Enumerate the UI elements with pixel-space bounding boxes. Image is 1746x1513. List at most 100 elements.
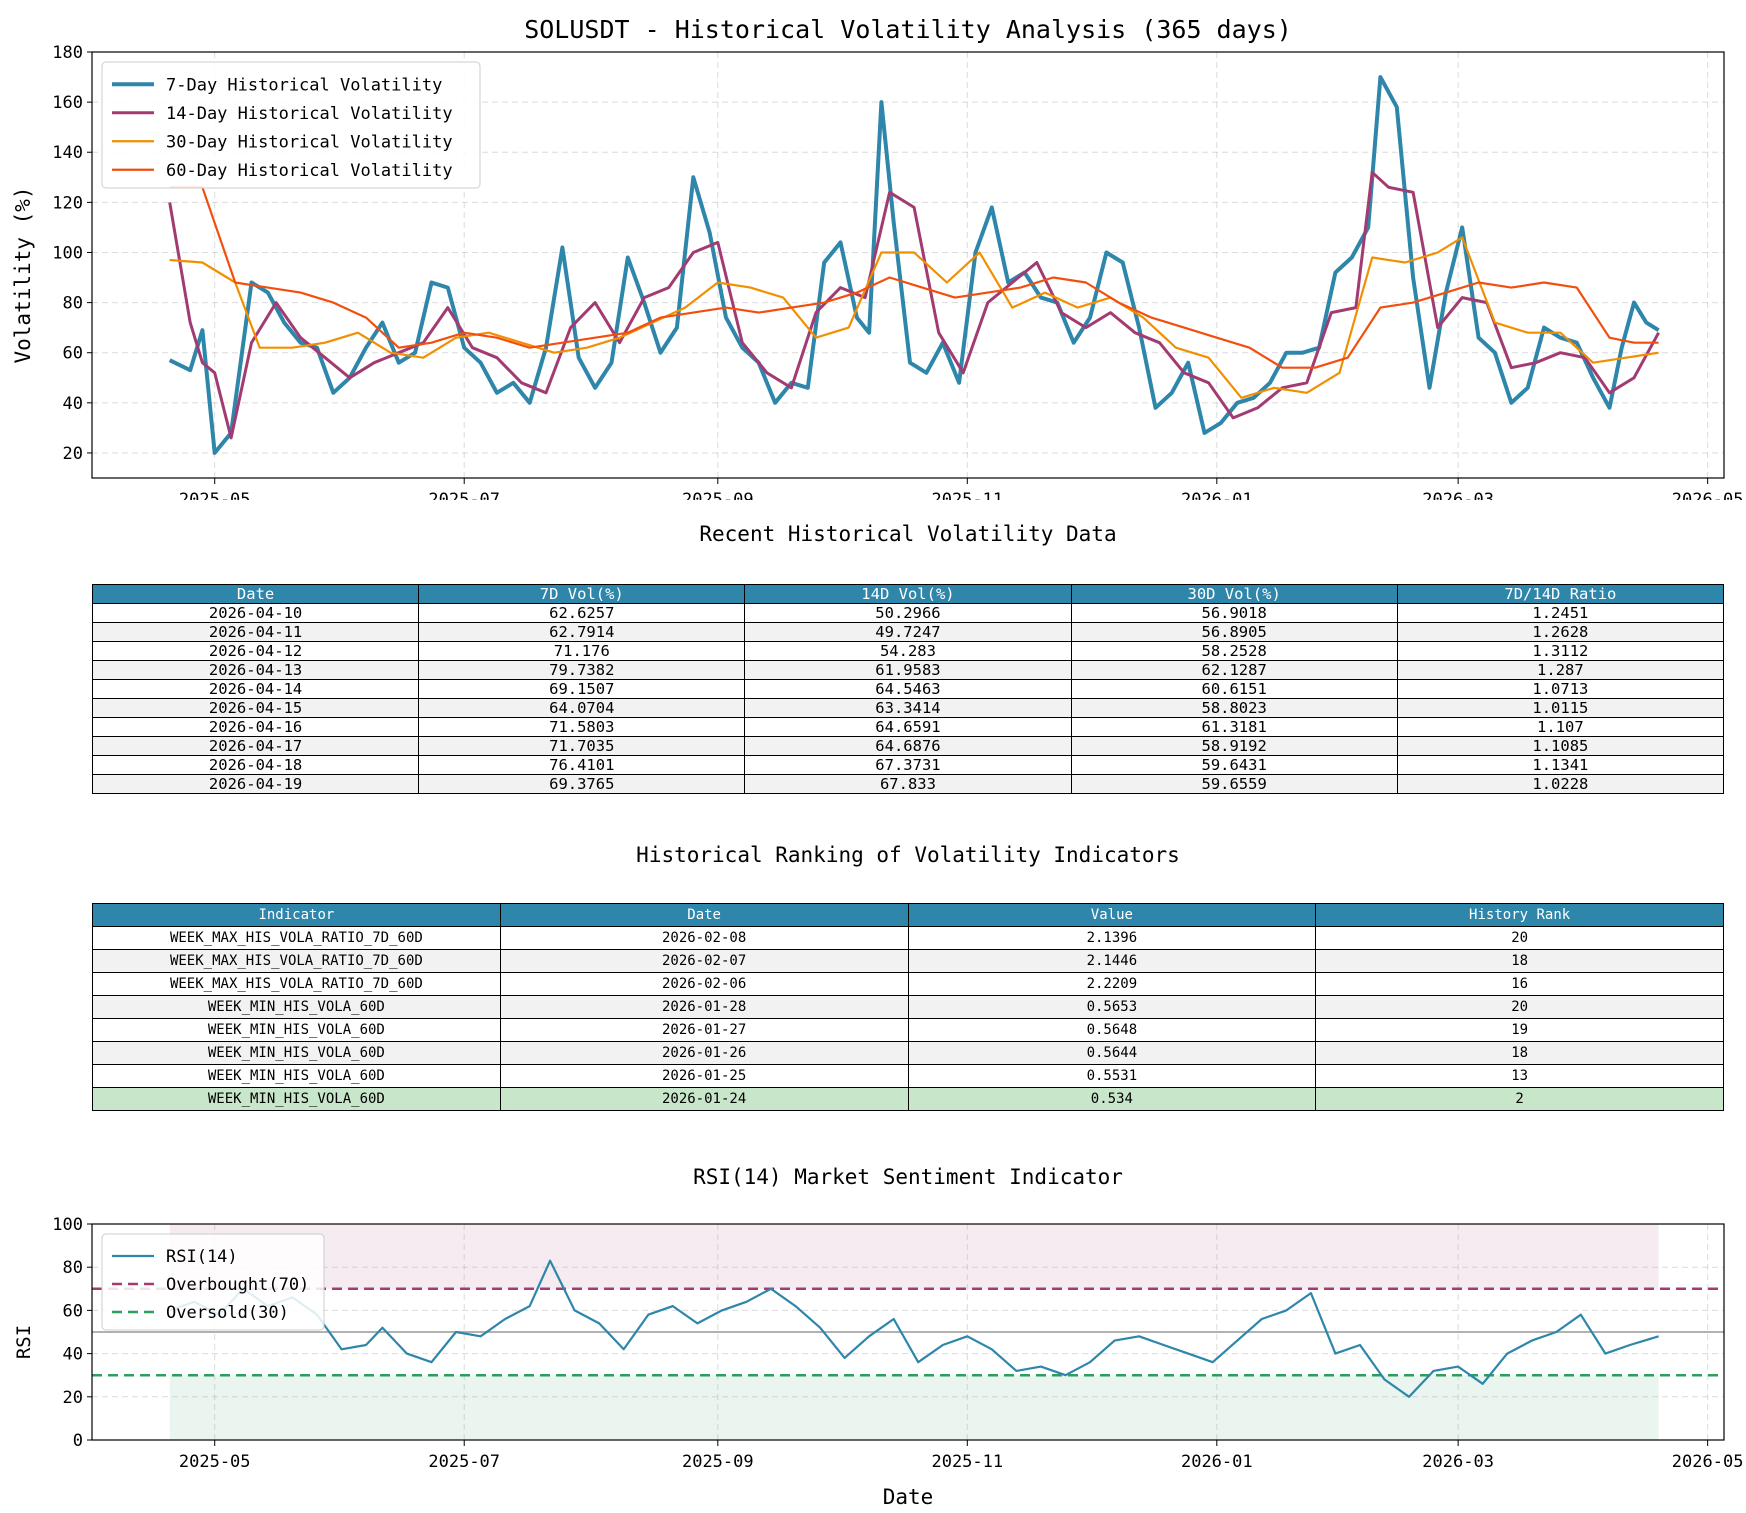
table-cell: 2026-01-28: [499, 995, 909, 1019]
column-header: 30D Vol(%): [1070, 584, 1398, 604]
rsi-y-axis-label: RSI: [13, 1325, 35, 1359]
table-cell: 2.1446: [907, 949, 1317, 973]
rsi-x-axis-label: Date: [883, 1485, 934, 1509]
table-cell: 69.1507: [418, 679, 746, 699]
y-tick-label: 20: [63, 1388, 83, 1408]
table-cell: 19: [1315, 1018, 1724, 1042]
table-row: 2026-04-14 69.1507 64.5463 60.6151 1.0713: [91, 679, 1725, 699]
table-cell: 2026-04-18: [91, 755, 420, 775]
table-cell: 1.0713: [1396, 679, 1725, 699]
table-cell: 13: [1315, 1064, 1724, 1088]
legend-label: 30-Day Historical Volatility: [166, 132, 453, 152]
table-cell: 1.2451: [1396, 603, 1725, 623]
y-tick-label: 0: [73, 1431, 83, 1451]
y-tick-label: 60: [63, 344, 83, 364]
table-cell: 2026-02-08: [499, 926, 909, 950]
x-tick-label: 2025-09: [682, 1452, 754, 1472]
plot-frame: [91, 51, 1725, 479]
column-header: Value: [907, 903, 1317, 927]
y-tick-label: 120: [52, 193, 83, 213]
legend-box: [101, 61, 481, 189]
x-tick-label: 2025-11: [931, 1452, 1003, 1472]
column-header: 7D/14D Ratio: [1396, 584, 1725, 604]
table-cell: 56.8905: [1070, 622, 1398, 642]
rsi-axes: 0 20 40 60 80 100 2025-05 2025-07 2025-09 2025-11…: [52, 1215, 1743, 1472]
table-cell: 2026-04-10: [91, 603, 420, 623]
ranking-table: Indicator Date Value History Rank WEEK_MAX_…: [92, 903, 1724, 1111]
table-cell: 64.5463: [744, 679, 1072, 699]
table-cell: 71.5803: [418, 717, 746, 737]
table-cell: WEEK_MIN_HIS_VOLA_60D: [92, 1087, 501, 1111]
table-cell: 2026-04-12: [91, 641, 420, 661]
table-cell: 18: [1315, 949, 1724, 973]
table-cell: 18: [1315, 1041, 1724, 1065]
table-cell: 2026-02-06: [499, 972, 909, 996]
table-cell: 69.3765: [418, 774, 746, 794]
table-cell: 76.4101: [418, 755, 746, 775]
table-row: 2026-04-16 71.5803 64.6591 61.3181 1.107: [91, 717, 1725, 737]
table-cell: 67.3731: [744, 755, 1072, 775]
rsi-chart: RSI(14) Market Sentiment Indicator RSI D…: [13, 1165, 1743, 1509]
table-cell: WEEK_MIN_HIS_VOLA_60D: [92, 1041, 501, 1065]
table-cell: 20: [1315, 995, 1724, 1019]
table-cell: 1.107: [1396, 717, 1725, 737]
legend-label: 14-Day Historical Volatility: [166, 104, 453, 124]
table-cell: 62.6257: [418, 603, 746, 623]
table-cell: 1.2628: [1396, 622, 1725, 642]
x-tick-label: 2025-05: [179, 1452, 251, 1472]
table-row: WEEK_MAX_HIS_VOLA_RATIO_7D_60D 2026-02-08…: [92, 926, 1724, 950]
table-row: 2026-04-15 64.0704 63.3414 58.8023 1.0115: [91, 698, 1725, 718]
table-cell: 2026-04-11: [91, 622, 420, 642]
table-cell: 2026-01-24: [499, 1087, 909, 1111]
recent-volatility-table: Date 7D Vol(%) 14D Vol(%) 30D Vol(%) 7D/14D …: [91, 584, 1725, 794]
table-cell: WEEK_MAX_HIS_VOLA_RATIO_7D_60D: [92, 972, 501, 996]
column-header: 14D Vol(%): [744, 584, 1072, 604]
x-tick-label: 2025-07: [428, 490, 500, 500]
column-header: 7D Vol(%): [418, 584, 746, 604]
table-cell: 58.8023: [1070, 698, 1398, 718]
table-row: 2026-04-11 62.7914 49.7247 56.8905 1.2628: [91, 622, 1725, 642]
y-tick-label: 20: [63, 444, 83, 464]
x-tick-label: 2026-03: [1422, 1452, 1494, 1472]
table-cell: 2.2209: [907, 972, 1317, 996]
volatility-chart: SOLUSDT - Historical Volatility Analysis…: [11, 15, 1743, 500]
table-cell: 0.534: [907, 1087, 1317, 1111]
x-tick-label: 2026-01: [1181, 490, 1253, 500]
legend-label: Oversold(30): [166, 1303, 289, 1323]
table-cell: WEEK_MIN_HIS_VOLA_60D: [92, 995, 501, 1019]
table-cell: 1.0115: [1396, 698, 1725, 718]
x-tick-label: 2025-09: [682, 490, 754, 500]
table-cell: 1.3112: [1396, 641, 1725, 661]
y-tick-label: 80: [63, 294, 83, 314]
recent-table-header: Date 7D Vol(%) 14D Vol(%) 30D Vol(%) 7D/14D …: [91, 584, 1725, 604]
column-header: Date: [499, 903, 909, 927]
plot-frame: [91, 1223, 1725, 1441]
table-cell: 62.7914: [418, 622, 746, 642]
table-cell: 71.176: [418, 641, 746, 661]
rsi-zones: [169, 1224, 1659, 1440]
table-cell: 2026-04-16: [91, 717, 420, 737]
table-cell: 60.6151: [1070, 679, 1398, 699]
table-row: WEEK_MIN_HIS_VOLA_60D 2026-01-27 0.5648 19: [92, 1018, 1724, 1042]
rsi-series-group: [92, 1259, 1724, 1398]
table-row: WEEK_MAX_HIS_VOLA_RATIO_7D_60D 2026-02-06…: [92, 972, 1724, 996]
legend-label: 7-Day Historical Volatility: [166, 75, 442, 95]
rsi-legend: RSI(14) Overbought(70) Oversold(30): [101, 1233, 325, 1331]
series-line: [169, 236, 1659, 399]
x-tick-label: 2025-11: [931, 490, 1003, 500]
table-row: 2026-04-17 71.7035 64.6876 58.9192 1.1085: [91, 736, 1725, 756]
x-tick-label: 2026-03: [1422, 490, 1494, 500]
table-cell: WEEK_MAX_HIS_VOLA_RATIO_7D_60D: [92, 949, 501, 973]
table-cell: 1.287: [1396, 660, 1725, 680]
table-row: 2026-04-13 79.7382 61.9583 62.1287 1.287: [91, 660, 1725, 680]
rsi-chart-title: RSI(14) Market Sentiment Indicator: [693, 1165, 1123, 1189]
table-cell: 50.2966: [744, 603, 1072, 623]
table-cell: 0.5644: [907, 1041, 1317, 1065]
table-cell: 16: [1315, 972, 1724, 996]
table-row: 2026-04-19 69.3765 67.833 59.6559 1.0228: [91, 774, 1725, 794]
table-cell: 2.1396: [907, 926, 1317, 950]
table-row: 2026-04-10 62.6257 50.2966 56.9018 1.2451: [91, 603, 1725, 623]
y-tick-label: 140: [52, 143, 83, 163]
table-cell: 58.2528: [1070, 641, 1398, 661]
table-cell: 58.9192: [1070, 736, 1398, 756]
